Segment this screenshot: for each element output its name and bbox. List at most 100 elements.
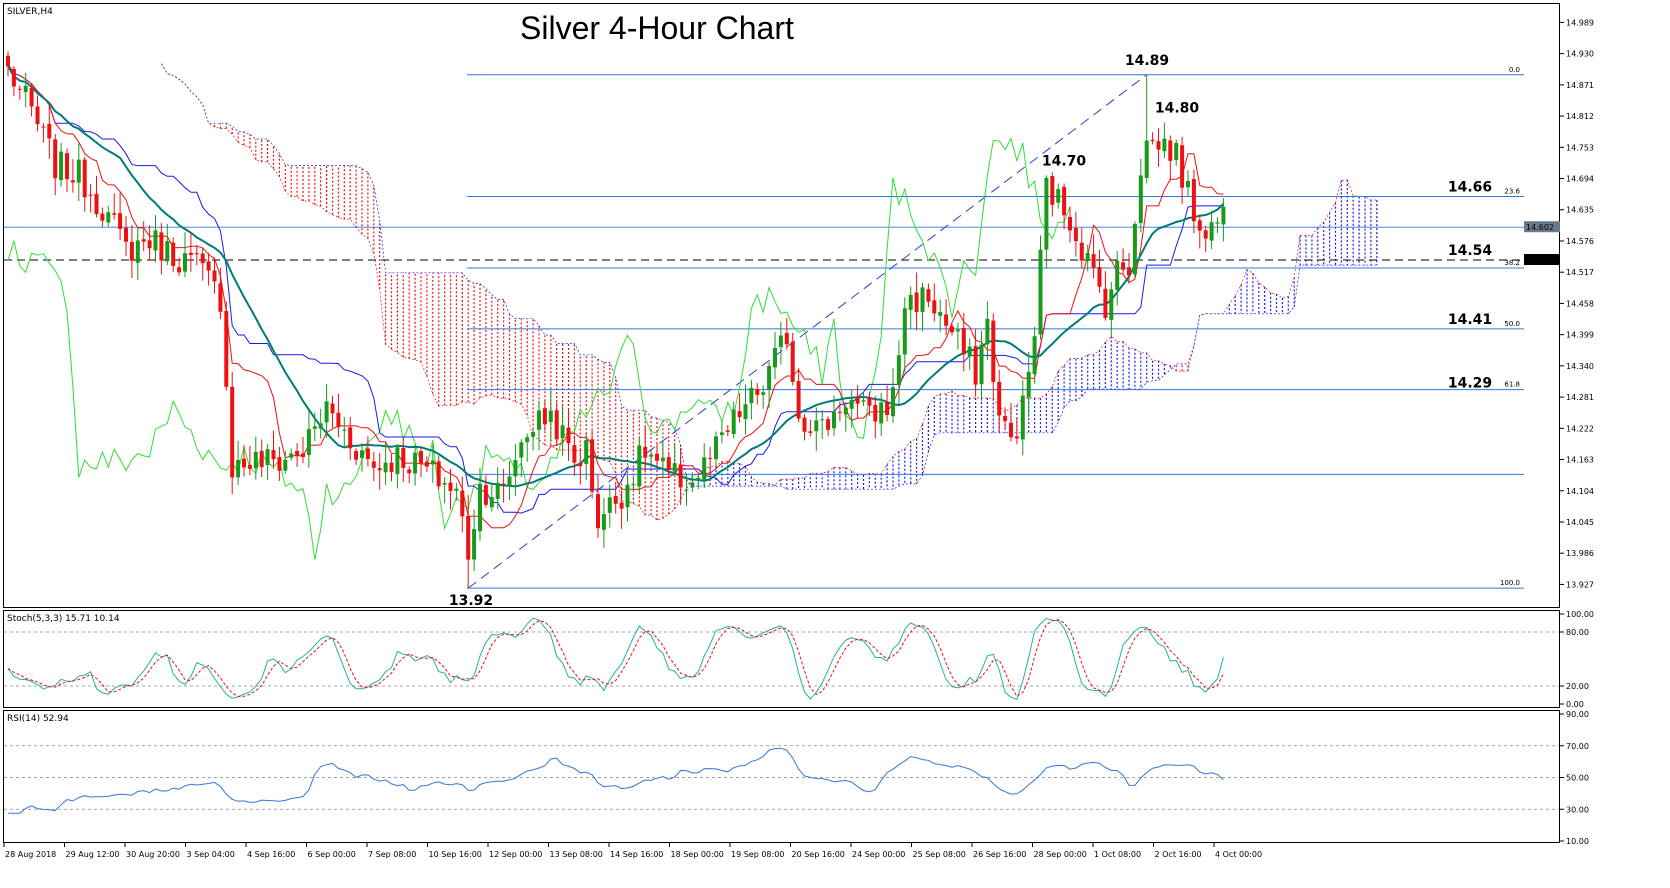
candle-body [253, 451, 258, 469]
candle-body [59, 151, 64, 181]
candle-body [183, 253, 187, 272]
price-tick-label: 14.045 [1566, 518, 1594, 527]
candle-body [94, 193, 99, 215]
candle-body [478, 483, 482, 532]
time-tick-label: 1 Oct 08:00 [1094, 850, 1141, 859]
candle-body [601, 514, 606, 530]
fib-ratio-label: 23.6 [1504, 188, 1520, 196]
candle-body [53, 139, 58, 179]
candle-body [141, 239, 146, 242]
tenkan-sen [7, 63, 1224, 529]
axis-tick-label: 0.00 [1566, 700, 1584, 709]
candle-body [796, 381, 801, 419]
stoch-signal-line [7, 619, 1224, 697]
candle-body [454, 488, 459, 491]
candle-body [572, 445, 577, 463]
candle-body [171, 242, 176, 266]
candle-body [419, 451, 423, 464]
price-axis: 14.989 14.930 14.871 14.812 14.753 14.694 14.6… [1524, 18, 1594, 589]
candle-body [289, 453, 294, 458]
candle-body [613, 495, 618, 504]
rsi-panel: 90.00 70.00 50.00 30.00 10.00 [4, 710, 1589, 846]
candle-body [566, 427, 571, 444]
candle-body [1203, 230, 1208, 239]
axis-tick-label: 100.00 [1566, 610, 1594, 619]
price-tick-label: 14.104 [1566, 487, 1594, 496]
candle-body [230, 386, 235, 478]
price-tick-label: 14.340 [1566, 362, 1594, 371]
candle-body [643, 447, 648, 458]
stochastic-panel: 100.00 80.00 20.00 0.00 [4, 610, 1594, 709]
candle-body [330, 403, 335, 414]
candle-body [914, 292, 919, 313]
price-tick-label: 14.163 [1566, 456, 1594, 465]
candle-body [1062, 186, 1067, 216]
indicator-lines [7, 63, 1225, 560]
price-annotation: 14.66 [1448, 180, 1492, 196]
candle-body [29, 87, 34, 107]
price-annotation: 14.41 [1448, 312, 1492, 328]
candle-body [472, 529, 477, 560]
candle-body [11, 68, 16, 87]
candle-body [1186, 181, 1190, 188]
candle-body [17, 88, 22, 90]
candle-body [194, 253, 199, 255]
time-tick-label: 2 Oct 16:00 [1155, 850, 1202, 859]
time-tick-label: 28 Aug 2018 [5, 850, 56, 859]
candle-body [885, 401, 890, 415]
price-tick-label: 14.281 [1566, 393, 1594, 402]
candle-body [879, 402, 884, 424]
candle-body [690, 482, 695, 488]
candle-body [23, 85, 28, 92]
candle-body [460, 490, 465, 517]
candle-body [489, 497, 494, 508]
candle-body [1097, 267, 1102, 287]
price-annotation: 13.92 [449, 593, 493, 609]
candle-body [129, 241, 134, 261]
time-tick-label: 30 Aug 20:00 [126, 850, 180, 859]
candle-body [637, 445, 642, 487]
rsi-line [8, 747, 1224, 814]
candle-body [932, 300, 937, 314]
axis-tick-label: 90.00 [1566, 710, 1589, 719]
candle-body [159, 232, 164, 261]
candle-body [1180, 145, 1185, 188]
candle-body [802, 417, 807, 432]
price-tick-label: 14.930 [1566, 50, 1594, 59]
price-tick-label: 14.694 [1566, 175, 1594, 184]
time-tick-label: 6 Sep 00:00 [308, 850, 356, 859]
candle-body [1020, 395, 1025, 440]
candle-body [719, 432, 724, 435]
candle-body [625, 484, 630, 508]
candle-body [147, 240, 152, 249]
fibonacci-levels: 0.0 23.6 38.2 50.0 61.8 100.0 [4, 66, 1559, 589]
candle-body [88, 194, 93, 196]
fib-ratio-label: 100.0 [1500, 579, 1520, 587]
candle-body [1085, 253, 1090, 261]
axis-tick-label: 10.00 [1566, 837, 1589, 846]
candle-body [814, 420, 819, 432]
price-tick-label: 14.458 [1566, 299, 1594, 308]
candle-body [560, 425, 565, 439]
candle-body [702, 457, 707, 480]
price-annotation: 14.70 [1042, 153, 1087, 169]
stoch-main-line [7, 617, 1224, 701]
candle-body [342, 429, 347, 431]
axis-tick-label: 30.00 [1566, 805, 1589, 814]
price-tick-label: 14.753 [1566, 143, 1594, 152]
candle-body [1044, 177, 1049, 250]
candle-body [1026, 371, 1031, 398]
candle-body [354, 450, 359, 460]
candle-body [206, 261, 211, 271]
candle-body [631, 484, 636, 486]
candle-body [773, 347, 777, 368]
candle-body [684, 489, 689, 491]
dashed-level-badge-bg [1524, 254, 1560, 266]
time-tick-label: 7 Sep 08:00 [368, 850, 416, 859]
candle-body [761, 392, 766, 395]
candle-body [725, 430, 730, 432]
candle-body [891, 387, 895, 417]
candle-body [1138, 175, 1143, 223]
candle-body [271, 450, 276, 460]
